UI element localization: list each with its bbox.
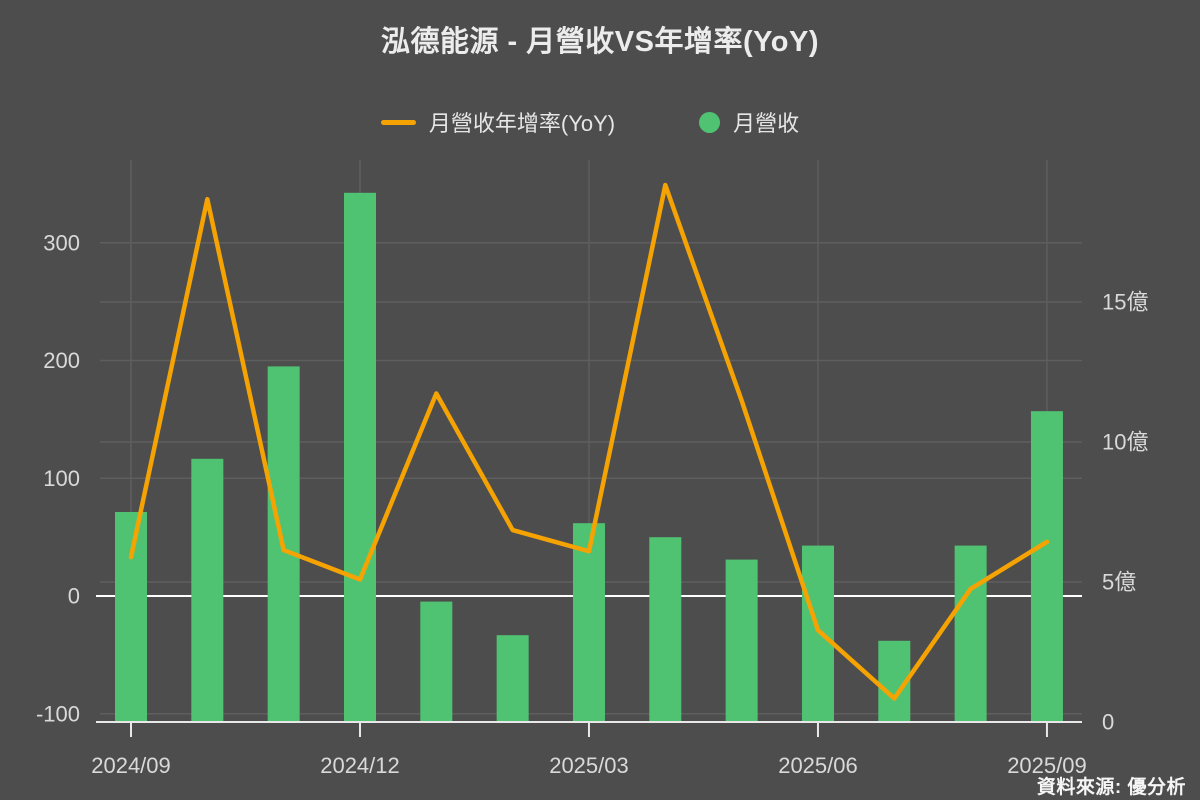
revenue-bar-2024/10[interactable] — [191, 458, 224, 722]
x-axis-label: 2025/03 — [549, 753, 629, 778]
revenue-bar-2025/06[interactable] — [801, 545, 834, 722]
axes — [96, 721, 1082, 737]
revenue-bar-2025/05[interactable] — [725, 559, 758, 722]
revenue-bar-2024/12[interactable] — [343, 192, 376, 723]
right-axis-label: 15億 — [1102, 290, 1148, 315]
x-axis-label: 2025/06 — [778, 753, 858, 778]
revenue-bar-2025/04[interactable] — [649, 537, 682, 722]
right-axis-label: 5億 — [1102, 570, 1136, 595]
legend-label-revenue: 月營收 — [733, 111, 800, 136]
yoy-line-swatch-icon — [380, 119, 416, 125]
legend-item-yoy[interactable]: 月營收年增率(YoY) — [380, 106, 616, 138]
legend-item-revenue[interactable]: 月營收 — [699, 106, 799, 138]
chart-title: 泓德能源 - 月營收VS年增率(YoY) — [380, 26, 820, 58]
left-axis-label: -100 — [36, 701, 80, 726]
revenue-bars — [115, 192, 1063, 723]
revenue-bar-2025/02[interactable] — [496, 635, 529, 722]
yoy-line-series — [128, 182, 1050, 701]
x-axis-label: 2025/09 — [1007, 753, 1087, 778]
axis-labels: 300 200 100 0 -100 15億 10億 5億 0 2024/09 2024/12 202… — [36, 230, 1149, 778]
right-axis-label: 0 — [1102, 710, 1114, 735]
left-axis-label: 100 — [43, 466, 80, 491]
revenue-bar-2025/08[interactable] — [954, 545, 987, 722]
x-axis-label: 2024/09 — [91, 753, 171, 778]
left-axis-label: 0 — [68, 584, 80, 609]
left-axis-label: 200 — [43, 348, 80, 373]
revenue-bar-2024/09[interactable] — [115, 512, 147, 722]
revenue-dot-swatch-icon — [699, 111, 721, 133]
data-source-note: 資料來源: 優分析 — [1036, 777, 1186, 798]
legend-label-yoy: 月營收年增率(YoY) — [428, 111, 616, 136]
x-axis-label: 2024/12 — [320, 753, 400, 778]
yoy-line[interactable] — [128, 182, 1050, 701]
revenue-bar-2025/09[interactable] — [1030, 411, 1063, 722]
legend: 月營收年增率(YoY) 月營收 — [0, 106, 1180, 138]
left-axis-label: 300 — [43, 230, 80, 255]
revenue-bar-2025/01[interactable] — [420, 601, 453, 722]
revenue-bar-2025/03[interactable] — [572, 523, 605, 722]
right-axis-label: 10億 — [1102, 430, 1148, 455]
